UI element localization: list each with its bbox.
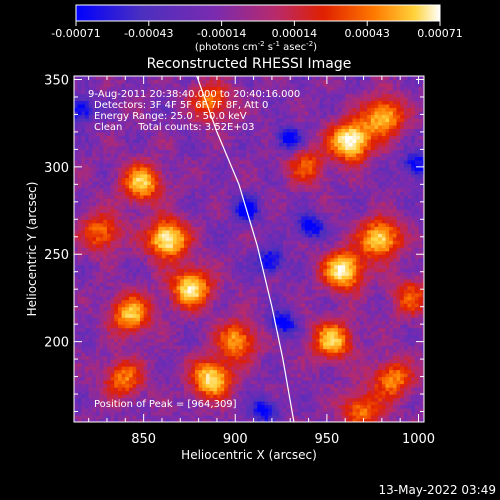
colorbar-ticks: [75, 21, 441, 26]
render-timestamp: 13-May-2022 03:49: [379, 483, 496, 497]
x-axis-label: Heliocentric X (arcsec): [181, 448, 317, 462]
plot-frame: [73, 75, 425, 423]
x-axis-tick-labels: 850 900 950 1000: [131, 432, 435, 447]
colorbar-tick-label: -0.00043: [124, 27, 173, 40]
heatmap-image: [74, 76, 424, 422]
annotation-clean-total-counts: Clean Total counts: 3.52E+03: [94, 122, 254, 133]
x-tick-label: 900: [223, 432, 248, 447]
colorbar: [75, 4, 441, 22]
y-tick-label: 350: [44, 73, 69, 88]
x-tick-label: 1000: [402, 432, 435, 447]
colorbar-tick-label: 0.00043: [344, 27, 390, 40]
y-tick-label: 200: [44, 336, 69, 351]
y-tick-label: 250: [44, 248, 69, 263]
colorbar-tick-label: -0.00071: [51, 27, 100, 40]
annotation-time-range: 9-Aug-2011 20:38:40.000 to 20:40:16.000: [88, 89, 300, 100]
x-tick-label: 850: [131, 432, 156, 447]
y-axis-label: Heliocentric Y (arcsec): [25, 182, 39, 317]
colorbar-tick-label: 0.00014: [272, 27, 318, 40]
y-axis-ticks: [74, 78, 424, 413]
solar-limb-curve: [196, 76, 295, 422]
colorbar-tick-label: -0.00014: [197, 27, 246, 40]
y-axis-tick-labels: 200 250 300 350: [44, 73, 69, 350]
y-tick-label: 300: [44, 161, 69, 176]
colorbar-units: (photons cm-2 s-1 asec-2): [195, 40, 317, 53]
annotation-detectors: Detectors: 3F 4F 5F 6F 7F 8F, Att 0: [94, 100, 268, 111]
x-axis-ticks: [88, 76, 420, 422]
colorbar-tick-label: 0.00071: [417, 27, 463, 40]
x-tick-label: 950: [314, 432, 339, 447]
colorbar-tick-labels: -0.00071 -0.00043 -0.00014 0.00014 0.00043 0.…: [51, 27, 462, 40]
peak-position-label: Position of Peak = [964,309]: [94, 399, 237, 410]
annotation-energy-range: Energy Range: 25.0 - 50.0 keV: [94, 111, 247, 122]
chart-title: Reconstructed RHESSI Image: [147, 56, 352, 72]
